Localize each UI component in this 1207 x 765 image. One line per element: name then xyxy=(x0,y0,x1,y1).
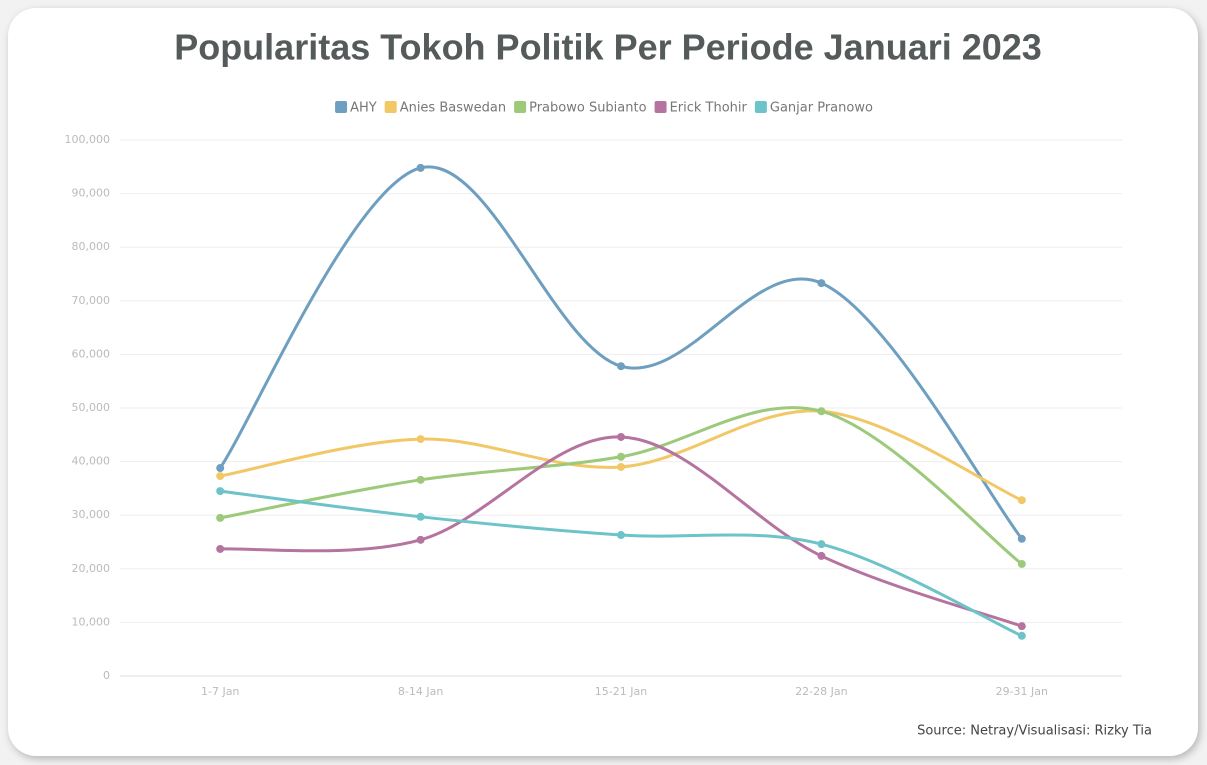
data-point xyxy=(1017,622,1026,631)
card xyxy=(8,8,1198,756)
chart-title: Popularitas Tokoh Politik Per Periode Ja… xyxy=(174,27,1042,68)
y-tick-label: 80,000 xyxy=(72,240,111,253)
legend-item: AHY xyxy=(335,101,377,116)
data-point xyxy=(1017,496,1026,505)
legend-item: Erick Thohir xyxy=(654,101,748,116)
legend-swatch xyxy=(514,101,527,113)
x-tick-label: 29-31 Jan xyxy=(996,685,1048,698)
data-point xyxy=(817,279,826,288)
legend-swatch xyxy=(335,101,348,113)
data-point xyxy=(416,435,425,444)
legend-swatch xyxy=(754,101,767,113)
y-tick-label: 40,000 xyxy=(72,455,111,468)
data-point xyxy=(617,531,625,540)
data-point xyxy=(1017,631,1026,640)
legend-swatch xyxy=(654,101,667,113)
series-line xyxy=(218,165,1023,540)
data-point xyxy=(817,540,826,549)
legend-label: AHY xyxy=(350,101,377,116)
legend-label: Erick Thohir xyxy=(670,101,748,116)
source: Source: Netray/Visualisasi: Rizky Tia xyxy=(917,724,1152,739)
y-tick-label: 50,000 xyxy=(72,401,111,414)
data-point xyxy=(617,362,625,371)
data-point xyxy=(416,512,425,521)
legend-item: Ganjar Pranowo xyxy=(754,101,873,116)
x-tick-label: 8-14 Jan xyxy=(398,685,443,698)
legend-label: Ganjar Pranowo xyxy=(770,101,873,116)
y-tick-label: 90,000 xyxy=(72,187,111,200)
data-point xyxy=(416,535,425,544)
legend-item: Anies Baswedan xyxy=(384,101,506,116)
y-tick-label: 70,000 xyxy=(72,294,111,307)
data-point xyxy=(1017,559,1026,568)
legend-label: Anies Baswedan xyxy=(400,101,506,116)
x-tick-label: 22-28 Jan xyxy=(795,685,847,698)
y-tick-label: 10,000 xyxy=(72,615,111,628)
data-point xyxy=(617,462,625,471)
x-tick-label: 15-21 Jan xyxy=(595,685,647,698)
y-tick-label: 20,000 xyxy=(72,562,111,575)
y-tick-label: 100,000 xyxy=(65,133,111,146)
data-point xyxy=(817,551,826,560)
y-tick-label: 60,000 xyxy=(72,347,111,360)
legend-item: Prabowo Subianto xyxy=(514,101,647,116)
data-point xyxy=(617,452,625,461)
data-point xyxy=(216,464,225,473)
y-tick-label: 30,000 xyxy=(72,508,111,521)
data-point xyxy=(416,475,425,484)
x-tick-label: 1-7 Jan xyxy=(201,685,239,698)
data-point xyxy=(216,472,225,481)
series-line xyxy=(220,489,1023,638)
legend-label: Prabowo Subianto xyxy=(529,101,647,116)
data-point xyxy=(817,407,826,416)
legend: AHY Anies Baswedan Prabowo Subianto Erick T… xyxy=(335,101,873,116)
y-tick-label: 0 xyxy=(103,669,110,682)
legend-swatch xyxy=(384,101,397,113)
data-point xyxy=(216,487,225,496)
data-point xyxy=(416,163,425,172)
data-point xyxy=(216,544,225,553)
data-point xyxy=(617,432,625,441)
data-point xyxy=(1017,534,1026,543)
data-point xyxy=(216,513,225,522)
series-line xyxy=(219,406,1023,566)
